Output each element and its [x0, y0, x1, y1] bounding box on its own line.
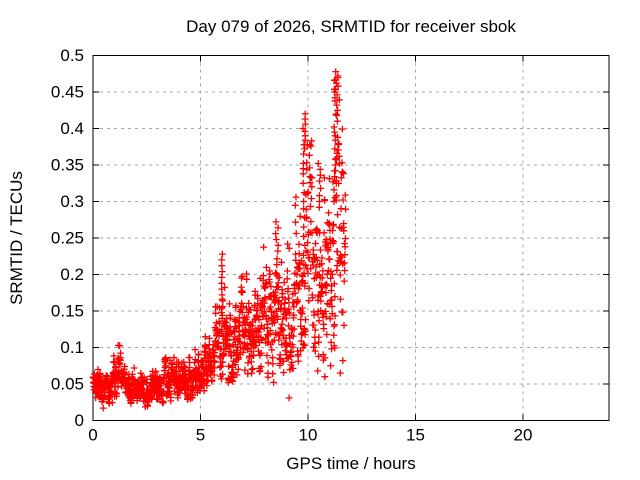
chart-title: Day 079 of 2026, SRMTID for receiver sbo…	[186, 17, 516, 36]
y-tick-label: 0.5	[60, 46, 84, 65]
y-tick-label: 0.35	[51, 156, 84, 175]
x-tick-label: 0	[88, 426, 97, 445]
y-axis-label: SRMTID / TECUs	[7, 171, 26, 305]
y-tick-label: 0.4	[60, 119, 84, 138]
plot-border	[92, 55, 610, 421]
y-tick-label: 0.45	[51, 83, 84, 102]
y-tick-label: 0.3	[60, 192, 84, 211]
x-tick-label: 20	[514, 426, 533, 445]
y-tick-label: 0.05	[51, 375, 84, 394]
y-tick-label: 0.15	[51, 302, 84, 321]
y-tick-label: 0.25	[51, 229, 84, 248]
y-tick-label: 0	[75, 411, 84, 430]
data-points-series	[89, 68, 349, 412]
x-tick-label: 15	[406, 426, 425, 445]
x-tick-label: 10	[299, 426, 318, 445]
y-tick-label: 0.2	[60, 265, 84, 284]
x-axis-label: GPS time / hours	[286, 454, 416, 473]
y-tick-label: 0.1	[60, 338, 84, 357]
x-tick-label: 5	[196, 426, 205, 445]
